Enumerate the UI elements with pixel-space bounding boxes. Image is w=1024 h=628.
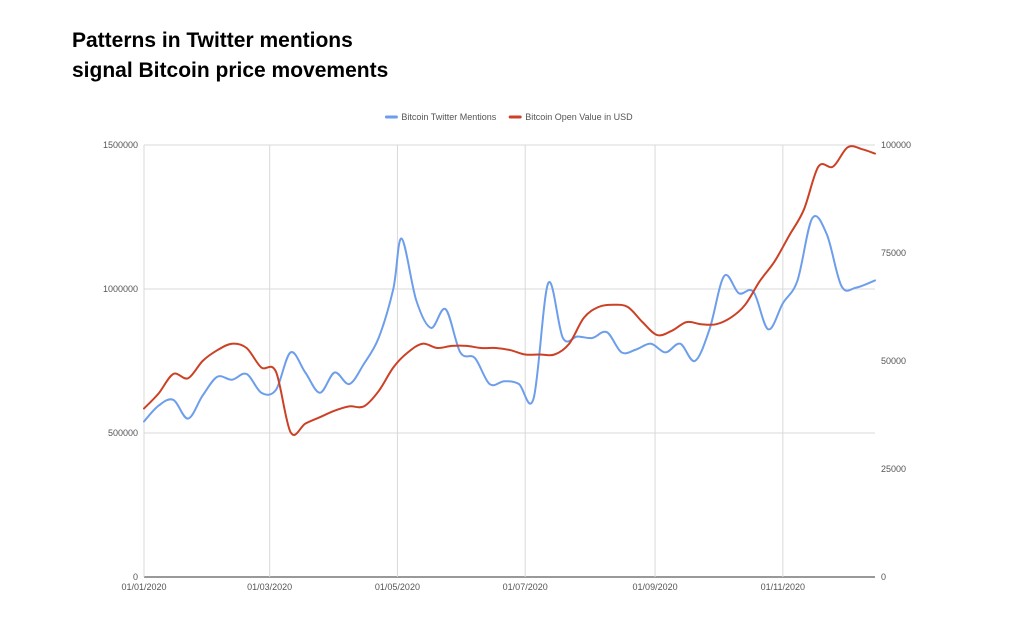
x-tick-label: 01/07/2020 bbox=[503, 582, 548, 592]
left-axis-ticks: 0 500000 1000000 1500000 bbox=[103, 140, 138, 582]
right-tick-label: 0 bbox=[881, 572, 886, 582]
x-tick-label: 01/09/2020 bbox=[633, 582, 678, 592]
chart-title-line-2: signal Bitcoin price movements bbox=[72, 59, 389, 82]
chart-title-line-1: Patterns in Twitter mentions bbox=[72, 29, 353, 52]
legend-label: Bitcoin Open Value in USD bbox=[525, 112, 633, 122]
right-tick-label: 75000 bbox=[881, 248, 906, 258]
right-tick-label: 25000 bbox=[881, 464, 906, 474]
gridlines bbox=[143, 144, 875, 578]
right-axis-ticks: 0 25000 50000 75000 100000 bbox=[881, 140, 911, 582]
series-line-bitcoin-open-value bbox=[143, 145, 876, 436]
x-tick-label: 01/05/2020 bbox=[375, 582, 420, 592]
legend: Bitcoin Twitter Mentions Bitcoin Open Val… bbox=[384, 112, 633, 122]
x-tick-label: 01/03/2020 bbox=[247, 582, 292, 592]
chart-title: Patterns in Twitter mentions signal Bitc… bbox=[72, 26, 388, 86]
left-tick-label: 1000000 bbox=[103, 284, 138, 294]
left-tick-label: 0 bbox=[133, 572, 138, 582]
legend-item: Bitcoin Open Value in USD bbox=[508, 112, 633, 122]
left-tick-label: 500000 bbox=[108, 428, 138, 438]
right-tick-label: 50000 bbox=[881, 356, 906, 366]
legend-item: Bitcoin Twitter Mentions bbox=[384, 112, 497, 122]
x-tick-label: 01/01/2020 bbox=[121, 582, 166, 592]
legend-label: Bitcoin Twitter Mentions bbox=[401, 112, 496, 122]
right-tick-label: 100000 bbox=[881, 140, 911, 150]
series-line-twitter-mentions bbox=[143, 215, 876, 423]
x-axis-ticks: 01/01/2020 01/03/2020 01/05/2020 01/07/2020… bbox=[121, 582, 805, 592]
x-tick-label: 01/11/2020 bbox=[761, 582, 805, 592]
left-tick-label: 1500000 bbox=[103, 140, 138, 150]
series-lines bbox=[143, 145, 876, 436]
